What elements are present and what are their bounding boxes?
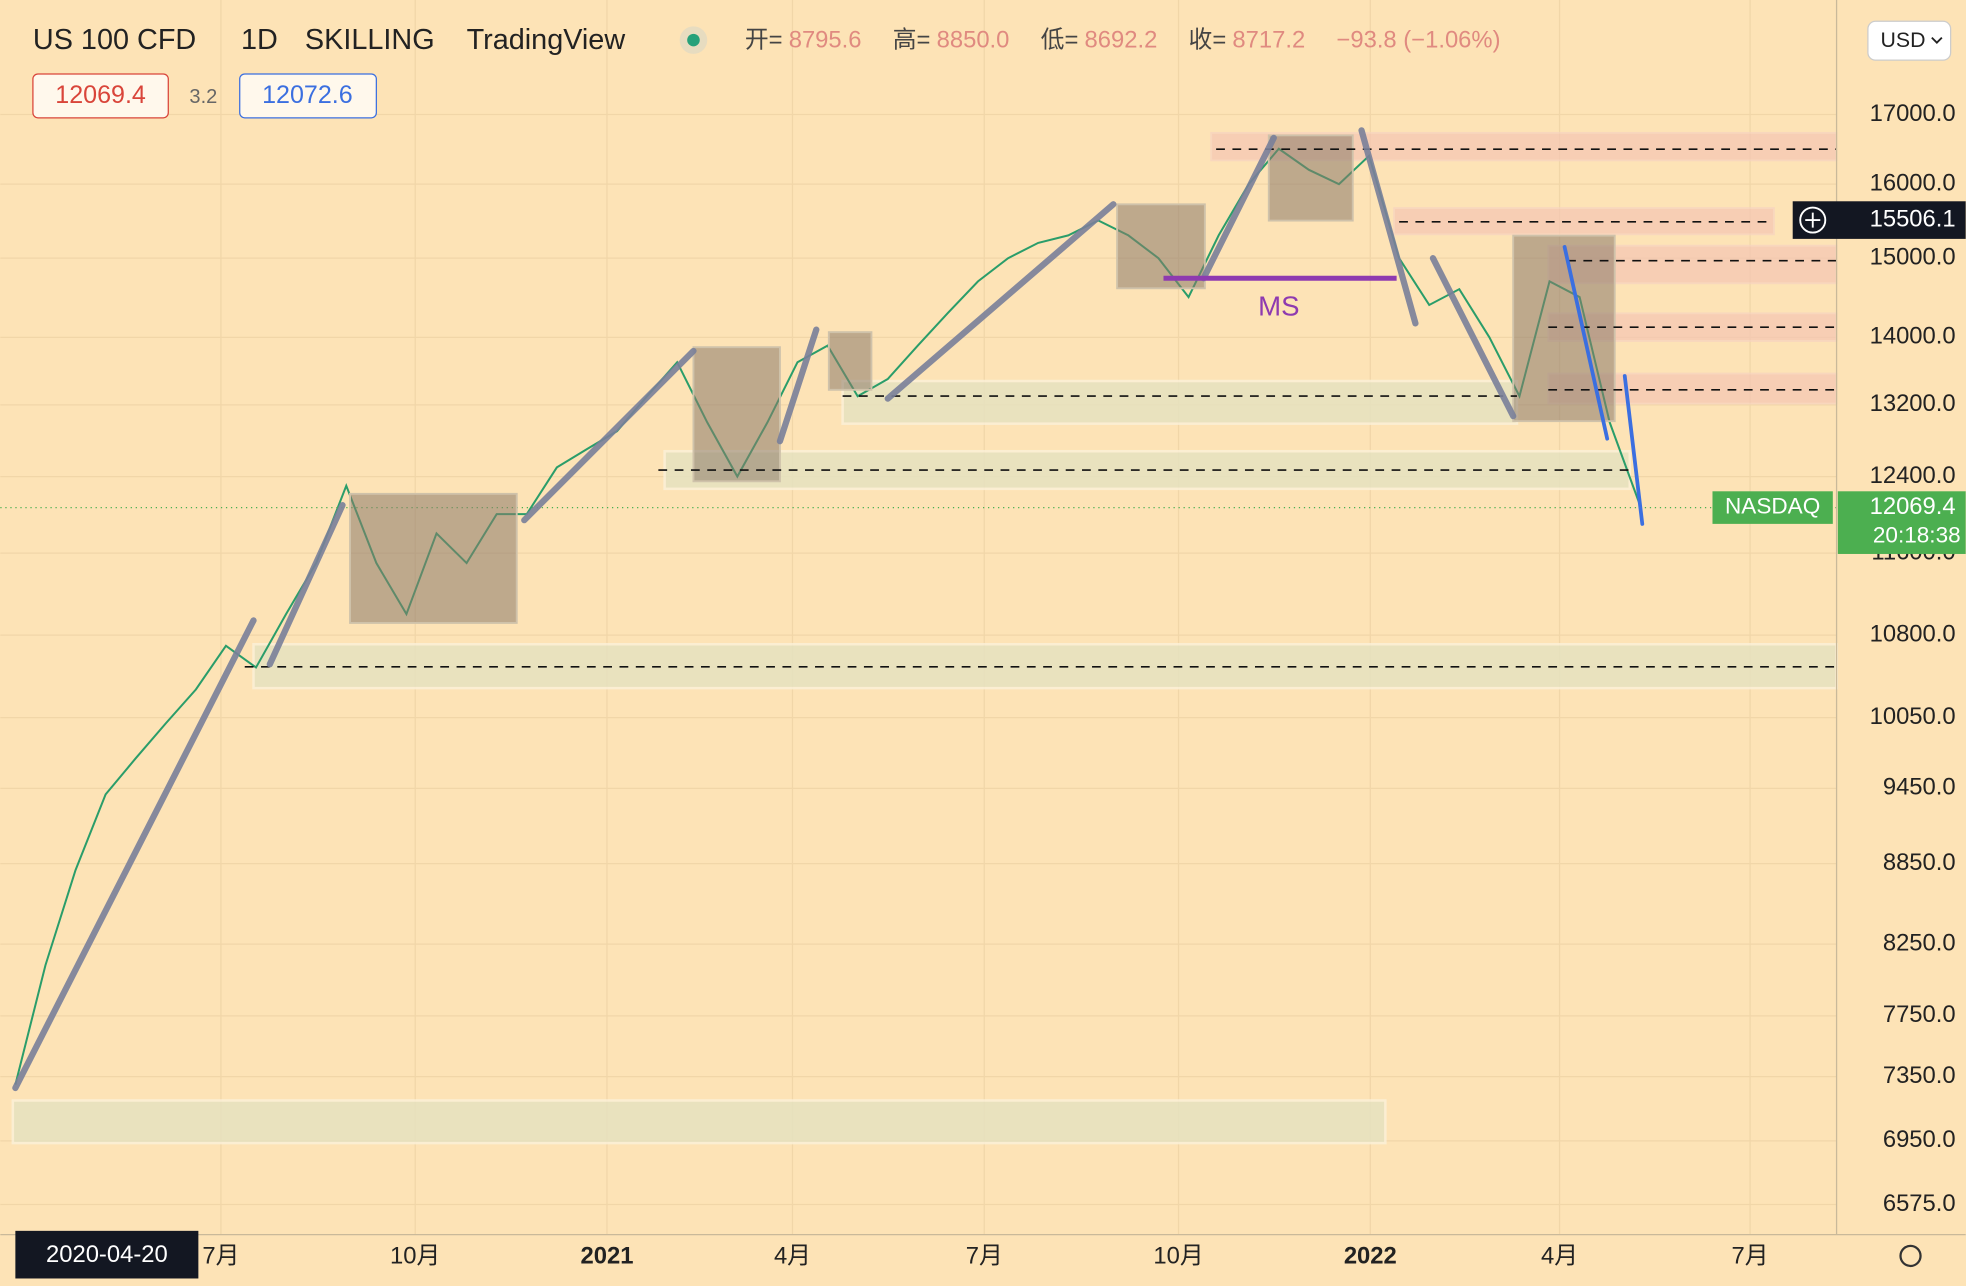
trend-line bbox=[521, 347, 697, 524]
y-tick-label: 6950.0 bbox=[1883, 1126, 1956, 1153]
range-box bbox=[1116, 203, 1206, 290]
x-tick-label: 2021 bbox=[581, 1242, 634, 1269]
spread: 3.2 bbox=[189, 86, 217, 108]
trend-line bbox=[266, 501, 346, 668]
sell-button[interactable] bbox=[32, 73, 169, 119]
x-tick-label: 4月 bbox=[774, 1242, 811, 1269]
high-label: 高= bbox=[893, 27, 931, 54]
date-tag bbox=[15, 1230, 199, 1279]
low-label: 低= bbox=[1041, 27, 1079, 54]
countdown: 20:18:38 bbox=[1873, 522, 1961, 547]
trend-line bbox=[776, 326, 820, 445]
close-label: 收= bbox=[1189, 27, 1227, 54]
x-tick-label: 7月 bbox=[966, 1242, 1003, 1269]
y-axis: 17000.0 16000.0 15000.0 14000.0 13200.0 12400… bbox=[1870, 100, 1956, 1217]
settings-icon[interactable] bbox=[1899, 1244, 1922, 1268]
range-box bbox=[827, 331, 873, 391]
y-tick-label: 17000.0 bbox=[1870, 100, 1956, 127]
status-dot bbox=[687, 33, 700, 47]
y-tick-label: 16000.0 bbox=[1870, 169, 1956, 196]
trend-line bbox=[1562, 245, 1610, 441]
x-tick-label: 4月 bbox=[1541, 1242, 1578, 1269]
crosshair-tag bbox=[1792, 201, 1966, 239]
y-tick-label: 12400.0 bbox=[1870, 462, 1956, 489]
open-value: 8795.6 bbox=[789, 27, 862, 54]
low-value: 8692.2 bbox=[1085, 27, 1158, 54]
y-tick-label: 15000.0 bbox=[1870, 243, 1956, 270]
source: TradingView bbox=[467, 24, 626, 56]
x-tick-label: 10月 bbox=[1153, 1242, 1203, 1269]
trend-line bbox=[1622, 374, 1645, 526]
y-tick-label: 9450.0 bbox=[1883, 774, 1956, 801]
source-tag bbox=[1712, 491, 1833, 524]
y-tick-label: 8850.0 bbox=[1883, 849, 1956, 876]
trend-line bbox=[884, 201, 1117, 402]
trend-lines bbox=[12, 127, 1517, 1092]
y-tick-label: 7350.0 bbox=[1883, 1062, 1956, 1089]
range-box bbox=[1267, 134, 1354, 222]
header: US 100 CFD 1D SKILLING TradingView bbox=[33, 24, 708, 56]
y-tick-label: 14000.0 bbox=[1870, 323, 1956, 350]
y-tick-label: 10050.0 bbox=[1870, 703, 1956, 730]
y-tick-label: 8250.0 bbox=[1883, 929, 1956, 956]
blue-lines bbox=[1562, 245, 1645, 526]
y-tick-label: 6575.0 bbox=[1883, 1190, 1956, 1217]
annotation: MS bbox=[1258, 291, 1299, 322]
x-tick-label: 7月 bbox=[202, 1242, 239, 1269]
range-box bbox=[349, 492, 518, 624]
crosshair-tag-label: 15506.1 bbox=[1870, 205, 1956, 232]
y-tick-label: 7750.0 bbox=[1883, 1001, 1956, 1028]
trend-line bbox=[12, 617, 257, 1092]
chevron bbox=[1931, 36, 1943, 44]
price-tag bbox=[1837, 491, 1966, 554]
trend-line bbox=[1200, 134, 1277, 282]
interval: 1D bbox=[241, 24, 278, 56]
date-tag-label: 2020-04-20 bbox=[46, 1241, 168, 1268]
change: −93.8 (−1.06%) bbox=[1336, 27, 1500, 54]
currency-button[interactable] bbox=[1867, 20, 1952, 61]
y-tick-label: 10800.0 bbox=[1870, 620, 1956, 647]
high-value: 8850.0 bbox=[937, 27, 1010, 54]
x-tick-label: 10月 bbox=[390, 1242, 440, 1269]
currency[interactable]: USD bbox=[1881, 28, 1926, 52]
range-box bbox=[692, 346, 781, 483]
x-tick-label: 2022 bbox=[1344, 1242, 1397, 1269]
source-tag-label: NASDAQ bbox=[1725, 494, 1820, 519]
dashed-levels bbox=[244, 148, 1837, 668]
range-box bbox=[1512, 234, 1616, 423]
support-zone bbox=[11, 1099, 1387, 1145]
y-tick-label: 13200.0 bbox=[1870, 390, 1956, 417]
add-alert-icon[interactable] bbox=[1799, 206, 1827, 234]
ask[interactable]: 12072.6 bbox=[262, 81, 353, 109]
symbol: US 100 CFD bbox=[33, 24, 196, 56]
ohlc: 开= 8795.6 高= 8850.0 低= 8692.2 收= 8717.2 … bbox=[745, 27, 1501, 54]
price-tag-label: 12069.4 bbox=[1870, 493, 1956, 520]
close-value: 8717.2 bbox=[1232, 27, 1305, 54]
trend-line bbox=[1358, 127, 1419, 327]
add-alert-plus bbox=[1805, 212, 1821, 228]
support-zone bbox=[841, 379, 1519, 425]
buy-button[interactable] bbox=[239, 73, 377, 119]
x-tick-label: 7月 bbox=[1732, 1242, 1769, 1269]
x-axis: 7月 10月 2021 4月 7月 10月 2022 4月 7月 bbox=[202, 1242, 1768, 1269]
bid[interactable]: 12069.4 bbox=[55, 81, 146, 109]
broker: SKILLING bbox=[305, 24, 435, 56]
trend-line bbox=[1429, 255, 1517, 420]
open-label: 开= bbox=[745, 27, 783, 54]
